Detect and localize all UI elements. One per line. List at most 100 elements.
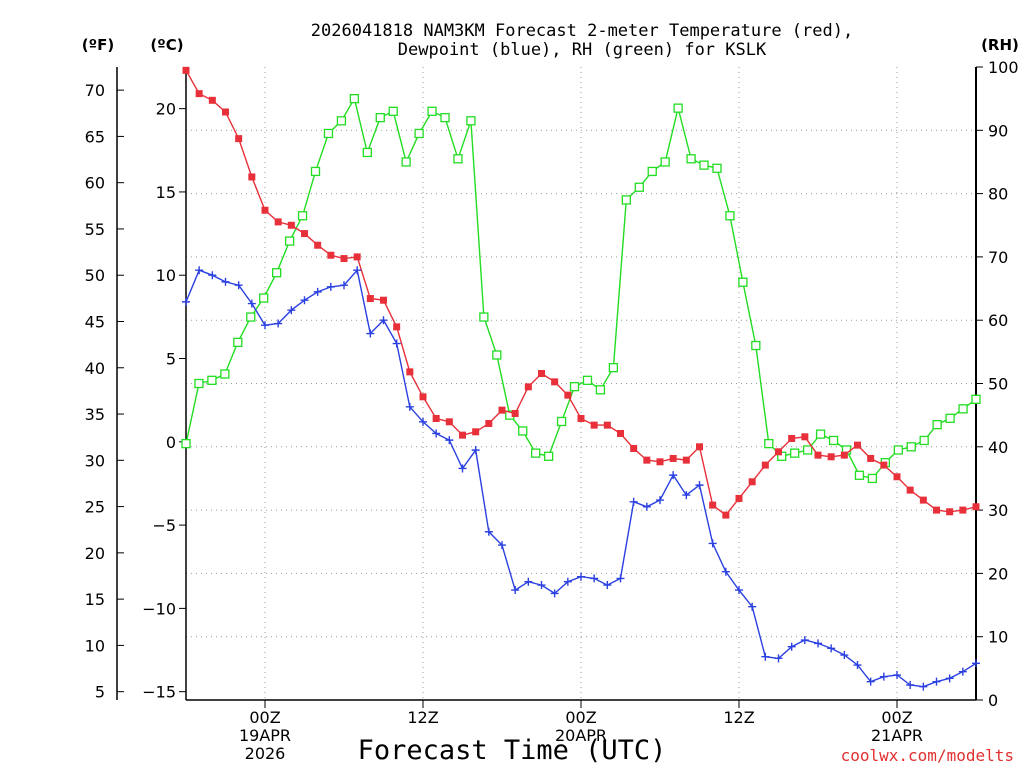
temperature-point — [419, 393, 427, 401]
temperature-point — [748, 478, 756, 486]
temperature-point — [722, 511, 730, 519]
rh-tick-label: 100 — [988, 58, 1019, 77]
dewpoint-point — [774, 654, 783, 663]
temperature-point — [235, 135, 243, 143]
fahrenheit-tick-label: 65 — [85, 127, 105, 146]
temperature-point — [735, 494, 743, 502]
rh-point — [971, 394, 981, 404]
rh-point — [764, 438, 774, 449]
rh-point — [284, 236, 295, 246]
fahrenheit-tick-label: 60 — [85, 174, 105, 193]
temperature-point — [222, 108, 229, 116]
temperature-point — [195, 90, 203, 98]
temperature-point — [919, 496, 927, 504]
celsius-tick-label: 10 — [156, 266, 176, 285]
temperature-point — [709, 501, 717, 509]
temperature-point — [301, 230, 308, 238]
dewpoint-point — [353, 266, 362, 275]
fahrenheit-tick-label: 50 — [85, 266, 105, 285]
dewpoint-point — [208, 271, 217, 280]
celsius-unit-label: (ºC) — [150, 36, 183, 54]
dewpoint-point — [419, 417, 427, 426]
rh-point — [854, 470, 865, 480]
rh-point — [686, 154, 696, 164]
rh-point — [958, 404, 968, 414]
temperature-point — [656, 458, 664, 466]
dewpoint-point — [721, 567, 730, 576]
rh-point — [207, 375, 217, 385]
temperature-point — [788, 434, 796, 442]
temperature-point — [287, 221, 295, 229]
dewpoint-point — [484, 527, 493, 536]
series-dewpoint — [182, 266, 980, 691]
dewpoint-point — [748, 602, 757, 611]
temperature-point — [366, 295, 374, 303]
rh-tick-label: 40 — [988, 438, 1008, 457]
rh-point — [790, 448, 800, 458]
temperature-point — [538, 370, 545, 378]
rh-point — [246, 312, 256, 322]
series-rh — [181, 94, 981, 484]
temperature-point — [577, 414, 585, 422]
temperature-point — [827, 453, 835, 461]
dewpoint-point — [958, 667, 967, 676]
dewpoint-point — [524, 577, 533, 586]
celsius-tick-label: −10 — [142, 599, 176, 618]
temperature-point — [406, 368, 414, 376]
dewpoint-point — [814, 639, 822, 648]
rh-tick-label: 30 — [988, 501, 1008, 520]
temperature-point — [564, 391, 572, 399]
dewpoint-point — [669, 471, 678, 480]
rh-tick-label: 60 — [988, 311, 1008, 330]
dewpoint-point — [800, 636, 809, 645]
fahrenheit-tick-label: 10 — [85, 636, 105, 655]
dewpoint-point — [550, 589, 559, 598]
temperature-point — [485, 419, 493, 427]
fahrenheit-tick-label: 45 — [85, 312, 105, 331]
temperature-point — [630, 444, 638, 452]
rh-point — [634, 182, 644, 192]
dewpoint-point — [682, 491, 691, 500]
dewpoint-point — [326, 282, 335, 291]
rh-point — [272, 268, 282, 278]
chart-title-line-2: Dewpoint (blue), RH (green) for KSLK — [398, 40, 767, 60]
rh-point — [621, 195, 631, 205]
time-tick-label: 00Z — [565, 708, 596, 727]
temperature-point — [314, 241, 322, 249]
dewpoint-point — [945, 674, 954, 683]
rh-point — [518, 426, 528, 436]
dewpoint-point — [656, 496, 664, 505]
time-tick-label: 00Z — [249, 708, 280, 727]
temperature-point — [682, 456, 690, 464]
temperature-point — [261, 206, 269, 214]
temperature-point — [933, 506, 940, 514]
temperature-point — [353, 253, 361, 261]
temperature-point — [696, 443, 703, 451]
dewpoint-point — [498, 541, 506, 550]
rh-point — [751, 340, 761, 351]
dewpoint-point — [392, 339, 401, 348]
dewpoint-point — [432, 429, 441, 438]
fahrenheit-tick-label: 40 — [85, 359, 105, 378]
celsius-tick-label: 5 — [166, 350, 176, 369]
rh-point — [738, 277, 748, 287]
celsius-tick-label: −15 — [142, 683, 176, 702]
rh-unit-label: (RH) — [981, 36, 1019, 54]
dewpoint-point — [761, 652, 770, 661]
temperature-point — [432, 414, 440, 422]
dewpoint-point — [840, 651, 849, 660]
temperature-point — [801, 433, 809, 441]
fahrenheit-unit-label: (ºF) — [82, 36, 114, 54]
x-axis-title: Forecast Time (UTC) — [358, 735, 667, 766]
rh-point — [673, 103, 683, 113]
temperature-point — [590, 421, 598, 429]
rh-point — [259, 293, 269, 303]
rh-point — [466, 116, 476, 126]
dewpoint-point — [379, 316, 388, 325]
temperature-point — [643, 456, 651, 464]
rh-point — [492, 350, 502, 360]
dewpoint-point — [511, 586, 520, 595]
dewpoint-point — [616, 574, 625, 583]
rh-tick-label: 0 — [988, 691, 998, 710]
